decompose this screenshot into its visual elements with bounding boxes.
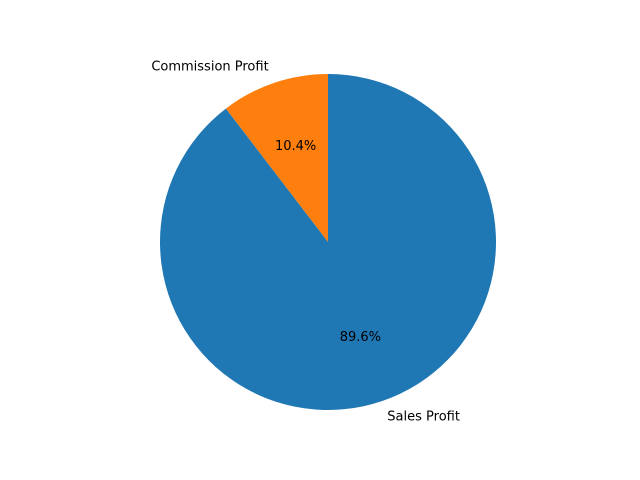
pie-slice-sales-profit [159, 74, 496, 410]
slice-label-sales-profit: Sales Profit [387, 410, 460, 425]
pie-slice-commission-profit [225, 74, 328, 242]
slices-layer [159, 74, 496, 410]
slice-label-commission-profit: Commission Profit [151, 59, 268, 74]
pct-label-sales-profit: 89.6% [340, 330, 381, 345]
pct-label-commission-profit: 10.4% [275, 139, 316, 154]
labels-layer: Commission Profit 10.4% Sales Profit 89.6% [151, 59, 460, 424]
